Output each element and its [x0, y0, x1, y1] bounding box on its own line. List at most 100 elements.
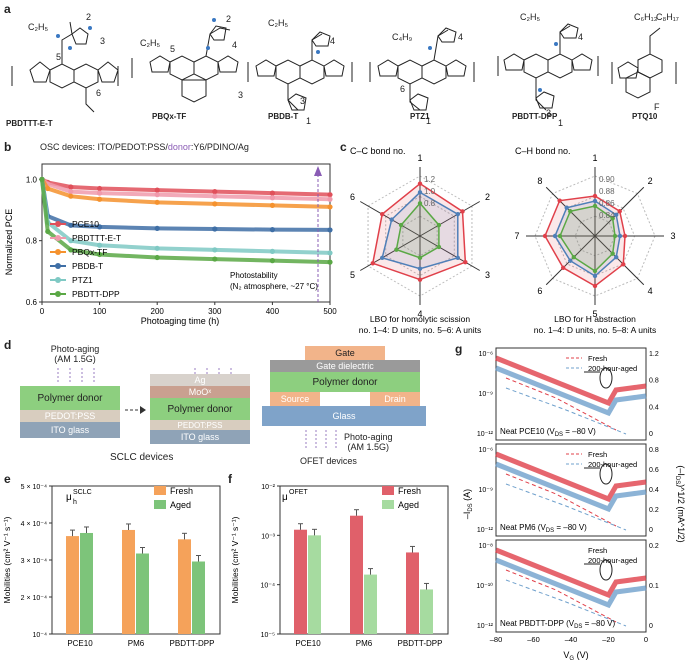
series-point-ptz1: [327, 250, 333, 256]
radar-point: [460, 209, 465, 214]
series-point-pce10: [269, 190, 275, 196]
series-point-pbdttt-e-t: [97, 190, 103, 196]
chart-b-note2: (N₂ atmosphere, ~27 °C): [230, 282, 318, 291]
sclc-label: SCLC devices: [110, 452, 174, 463]
radar-point: [394, 247, 399, 252]
curve-fresh: [495, 355, 647, 407]
radar-point: [436, 244, 442, 250]
ofet-drain: Drain: [370, 392, 420, 406]
svg-text:3: 3: [546, 108, 551, 118]
chart-b-xtick-label: 0: [40, 307, 45, 316]
svg-text:C₂H₅: C₂H₅: [28, 22, 48, 32]
svg-text:C₂H₅: C₂H₅: [140, 38, 160, 48]
transfer-ytick-right: 1.2: [649, 351, 659, 358]
stack2-polymer: Polymer donor: [150, 398, 250, 420]
molecule-pbdb-t-drawing: [247, 31, 353, 111]
series-point-pbdtt-dpp: [212, 256, 218, 262]
svg-text:4: 4: [458, 32, 463, 42]
legend-b-label: PBDTT-DPP: [72, 289, 120, 299]
svg-text:5: 5: [170, 44, 175, 54]
radar-axis-label: 2: [648, 176, 653, 186]
chart-b-ylabel: Normalized PCE: [4, 209, 14, 276]
series-point-pbdtt-dpp: [154, 254, 160, 261]
transfer-ytick-left: 10⁻⁶: [479, 447, 493, 454]
bar-f-aged: [420, 589, 433, 634]
stack1-ito: ITO glass: [20, 422, 120, 438]
curve-aged: [495, 461, 647, 513]
chart-e-ytick-label: 10⁻⁴: [33, 632, 48, 639]
bar-f-fresh: [406, 552, 419, 634]
radar-right-caption2: no. 1–4: D units, no. 5–8: A units: [534, 325, 656, 335]
molecule-name-5: PBDTT-DPP: [512, 112, 558, 121]
svg-text:1: 1: [558, 118, 563, 128]
transfer-ytick-left: 10⁻¹²: [477, 431, 494, 438]
transfer-ytick-left: 10⁻¹²: [477, 527, 494, 534]
series-point-pbqx-tf: [45, 185, 51, 192]
series-point-pbdb-t: [212, 226, 218, 232]
series-point-pbdtt-dpp: [327, 259, 333, 265]
ofet-glass: Glass: [262, 406, 426, 426]
curve-aged-sqrt: [505, 579, 627, 627]
radar-point: [560, 265, 566, 271]
series-point-pbdttt-e-t: [269, 195, 275, 201]
panel-label-f: f: [228, 472, 232, 486]
molecule-name-4: PTZ1: [410, 112, 430, 121]
radar-point: [592, 268, 598, 274]
radar-point: [417, 201, 423, 206]
transfer-ytick-right: 0.4: [649, 487, 659, 494]
radar-point: [571, 255, 576, 260]
curve-fresh: [495, 451, 647, 503]
transfer-ytick-left: 10⁻¹⁰: [476, 582, 493, 590]
aging-right-label: Photo-aging (AM 1.5G): [344, 432, 393, 452]
stack2-moox: MoO x: [150, 386, 250, 398]
legend-b-label: PBQx-TF: [72, 247, 107, 257]
radar-point: [592, 283, 598, 289]
radar-ring-label: 0.84: [599, 211, 615, 220]
bar-e-aged: [80, 532, 93, 634]
transfer-ytick-right: 0.8: [649, 378, 659, 385]
curve-aged-sqrt: [505, 483, 627, 531]
chart-b-frame: [41, 163, 331, 303]
radar-point: [455, 255, 460, 261]
transfer-frame: [495, 347, 647, 441]
chart-b-xtick-label: 200: [151, 307, 165, 316]
series-line-ptz1: [40, 179, 331, 255]
legend-b-marker: [55, 235, 61, 241]
bar-f-aged: [308, 535, 321, 634]
panel-label-g: g: [455, 342, 463, 356]
stack2-pedot: PEDOT:PSS: [150, 420, 250, 430]
chart-lbo-radar: C–C bond no. C–H bond no. 1 2 3 4 5 6 1.2 1.0 0.…: [350, 146, 676, 335]
transfer-frame: [495, 443, 647, 537]
chart-f-ytick-label: 10⁻³: [261, 533, 275, 540]
radar-point: [417, 266, 423, 271]
series-line-pbqx-tf: [40, 178, 331, 209]
transfer-device-label: Neat PM6 (VDS = –80 V): [500, 523, 587, 534]
series-point-pbqx-tf: [97, 196, 103, 202]
radar-point: [455, 211, 460, 217]
transfer-xtick-label: –20: [602, 635, 615, 644]
chart-f-xtick-label: PM6: [356, 639, 373, 648]
legend-b-label: PBDTTT-E-T: [72, 233, 121, 243]
transfer-ytick-left: 10⁻⁶: [479, 351, 493, 358]
series-point-pce10: [154, 187, 160, 193]
panel-b-header: OSC devices: ITO/PEDOT:PSS/donor:Y6/PDIN…: [40, 142, 249, 152]
panel-label-b: b: [4, 140, 12, 154]
legend-e-fresh: Fresh: [170, 486, 193, 496]
series-point-pbqx-tf: [212, 201, 218, 207]
stack2-ag: Ag: [150, 374, 250, 386]
series-point-pce10: [212, 189, 218, 195]
radar-axis: [419, 201, 481, 237]
series-point-pbqx-tf: [154, 199, 160, 205]
legend-g-fresh: Fresh: [588, 546, 607, 555]
radar-axis-label: 4: [648, 286, 653, 296]
radar-axis-label: 5: [592, 309, 597, 319]
molecule-pbqx-tf-drawing: [131, 25, 239, 103]
curve-aged: [495, 557, 647, 609]
radar-point: [417, 277, 423, 282]
radar-axis-label: 7: [514, 231, 519, 241]
radar-right-caption1: LBO for H abstraction: [554, 314, 636, 324]
radar-point: [380, 211, 385, 217]
bar-e-aged: [136, 553, 149, 634]
transfer-ytick-right: 0: [649, 431, 653, 438]
legend-e-aged-swatch: [154, 500, 166, 509]
